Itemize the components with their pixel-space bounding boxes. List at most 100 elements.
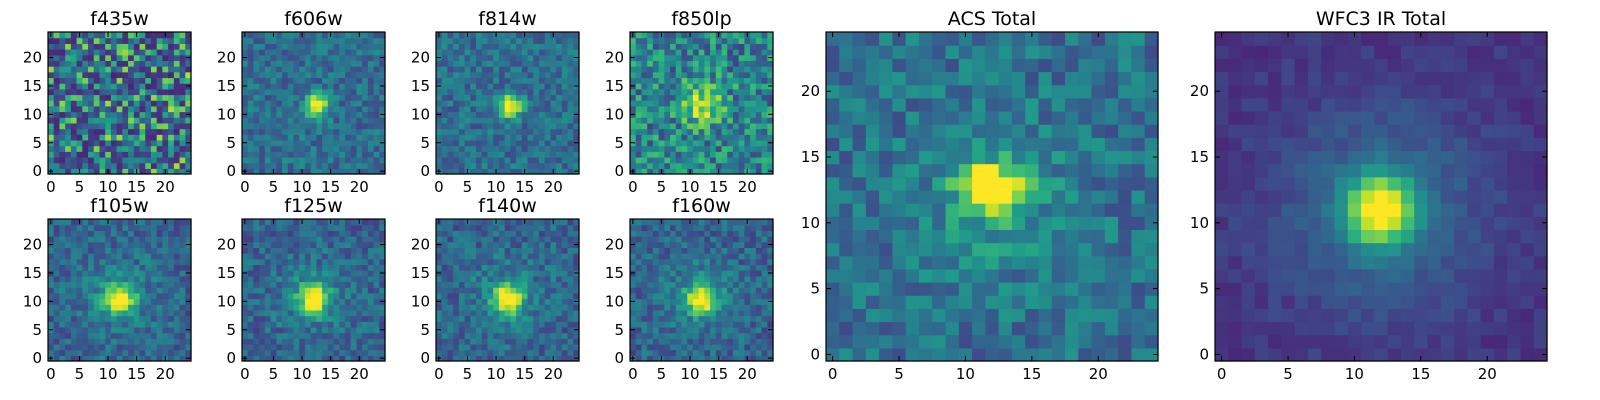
heatmap-cell xyxy=(487,100,494,107)
heatmap-cell xyxy=(247,338,255,345)
heatmap-cell xyxy=(441,230,449,237)
heatmap-cell xyxy=(550,275,557,283)
heatmap-cell xyxy=(344,94,352,101)
heatmap-cell xyxy=(761,309,768,317)
heatmap-cell xyxy=(487,151,494,158)
heatmap-cell xyxy=(464,230,471,237)
heatmap-cell xyxy=(738,49,745,56)
heatmap-cell xyxy=(504,71,511,79)
heatmap-cell xyxy=(82,321,89,328)
heatmap-cell xyxy=(70,219,78,226)
heatmap-cell xyxy=(339,236,346,243)
heatmap-cell xyxy=(447,236,454,243)
heatmap-cell xyxy=(259,258,266,266)
heatmap-cell xyxy=(350,60,357,67)
heatmap-cell xyxy=(664,349,671,356)
heatmap-cell xyxy=(93,304,101,311)
heatmap-cell xyxy=(65,32,72,39)
heatmap-cell xyxy=(721,281,728,288)
heatmap-cell xyxy=(310,100,317,107)
heatmap-cell xyxy=(664,122,671,130)
heatmap-cell xyxy=(647,117,654,124)
heatmap-cell xyxy=(139,247,146,254)
heatmap-cell xyxy=(573,304,580,311)
heatmap-cell xyxy=(139,32,146,39)
heatmap-cell xyxy=(88,60,95,67)
heatmap-cell xyxy=(681,326,688,334)
heatmap-cell xyxy=(350,219,357,226)
heatmap-cell xyxy=(145,224,152,231)
heatmap-cell xyxy=(247,111,255,118)
heatmap-cell xyxy=(339,32,346,39)
heatmap-cell xyxy=(704,88,711,96)
heatmap-cell xyxy=(48,49,55,56)
heatmap-cell xyxy=(556,49,563,56)
heatmap-cell xyxy=(538,145,546,152)
heatmap-cell xyxy=(630,60,637,67)
heatmap-cell xyxy=(270,100,277,107)
heatmap-cell xyxy=(750,128,757,135)
heatmap-cell xyxy=(88,88,95,96)
heatmap-cell xyxy=(59,236,66,243)
heatmap-cell xyxy=(168,219,175,226)
heatmap-cell xyxy=(65,253,72,260)
heatmap-cell xyxy=(316,298,323,305)
heatmap-cell xyxy=(150,355,158,362)
heatmap-cell xyxy=(516,253,523,260)
heatmap-cell xyxy=(362,139,369,147)
heatmap-cell xyxy=(670,151,677,158)
heatmap-cell xyxy=(356,298,363,305)
heatmap-cell xyxy=(373,355,380,362)
heatmap-cell xyxy=(270,270,277,277)
heatmap-cell xyxy=(681,43,688,50)
heatmap-cell xyxy=(641,32,648,39)
heatmap-cell xyxy=(533,355,540,362)
heatmap-cell xyxy=(356,270,363,277)
heatmap-cell xyxy=(692,275,700,283)
heatmap-cell xyxy=(304,105,312,113)
heatmap-cell xyxy=(504,281,511,288)
heatmap-cell xyxy=(715,117,723,124)
heatmap-cell xyxy=(441,122,449,130)
heatmap-cell xyxy=(287,304,295,311)
heatmap-cell xyxy=(133,71,141,79)
heatmap-cell xyxy=(70,343,78,351)
heatmap-cell xyxy=(59,145,66,152)
heatmap-cell xyxy=(327,100,335,107)
heatmap-cell xyxy=(339,287,346,294)
heatmap-cell xyxy=(156,264,163,271)
heatmap-cell xyxy=(59,49,66,56)
heatmap-cell xyxy=(168,94,175,101)
heatmap-cell xyxy=(744,54,751,61)
heatmap-cell xyxy=(59,54,66,61)
heatmap-cell xyxy=(367,151,375,158)
heatmap-cell xyxy=(350,326,357,334)
heatmap-cell xyxy=(630,71,637,79)
heatmap-cell xyxy=(476,134,483,141)
heatmap-cell xyxy=(527,37,534,44)
heatmap-cell xyxy=(544,219,551,226)
heatmap-cell xyxy=(721,343,728,351)
heatmap-cell xyxy=(65,321,72,328)
heatmap-cell xyxy=(538,258,546,266)
heatmap-cell xyxy=(738,287,745,294)
heatmap-cell xyxy=(664,168,671,175)
heatmap-cell xyxy=(259,83,266,90)
heatmap-cell xyxy=(99,292,106,300)
heatmap-cell xyxy=(82,162,89,169)
heatmap-cell xyxy=(635,162,643,169)
heatmap-cell xyxy=(242,49,249,56)
heatmap-cell xyxy=(327,309,335,317)
heatmap-cell xyxy=(538,71,546,79)
heatmap-cell xyxy=(544,94,551,101)
heatmap-cell xyxy=(516,151,523,158)
heatmap-cell xyxy=(755,54,763,61)
heatmap-cell xyxy=(82,281,89,288)
heatmap-cell xyxy=(168,298,175,305)
heatmap-cell xyxy=(145,54,152,61)
heatmap-cell xyxy=(48,122,55,130)
heatmap-cell xyxy=(362,281,369,288)
heatmap-cell xyxy=(476,151,483,158)
heatmap-cell xyxy=(327,275,335,283)
heatmap-cell xyxy=(561,151,569,158)
